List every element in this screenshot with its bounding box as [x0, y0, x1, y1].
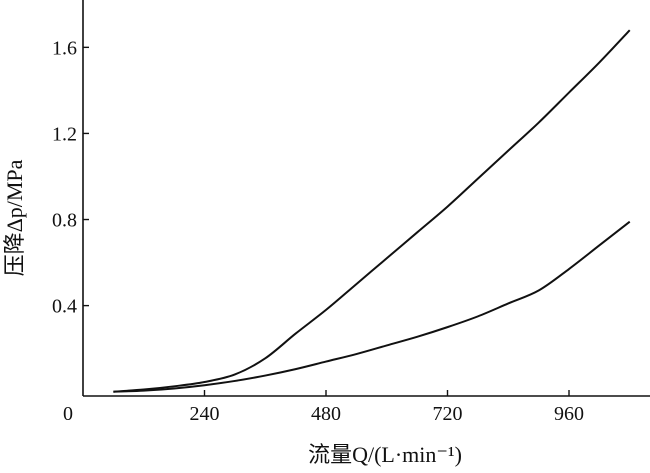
y-tick-label: 0.4 [52, 296, 77, 318]
y-axis-title: 压降Δp/MPa [2, 159, 27, 276]
x-tick-label: 720 [433, 403, 463, 425]
x-axis-title: 流量Q/(L·min⁻¹) [308, 442, 462, 467]
x-tick-label: 480 [311, 403, 341, 425]
ticks: 0 240 480 720 960 0.4 0.8 1.2 1.6 [52, 37, 584, 425]
y-tick-label: 1.2 [52, 123, 77, 145]
y-tick-label: 1.6 [52, 37, 77, 59]
series-line-2 [113, 220, 631, 393]
axes [82, 0, 650, 397]
x-tick-label: 240 [190, 403, 220, 425]
series-line-1 [113, 29, 631, 393]
series [113, 29, 631, 393]
axis-titles: 流量Q/(L·min⁻¹) 压降Δp/MPa [2, 159, 462, 467]
y-tick-label: 0.8 [52, 210, 77, 232]
x-tick-label: 0 [63, 403, 73, 425]
x-tick-label: 960 [554, 403, 584, 425]
